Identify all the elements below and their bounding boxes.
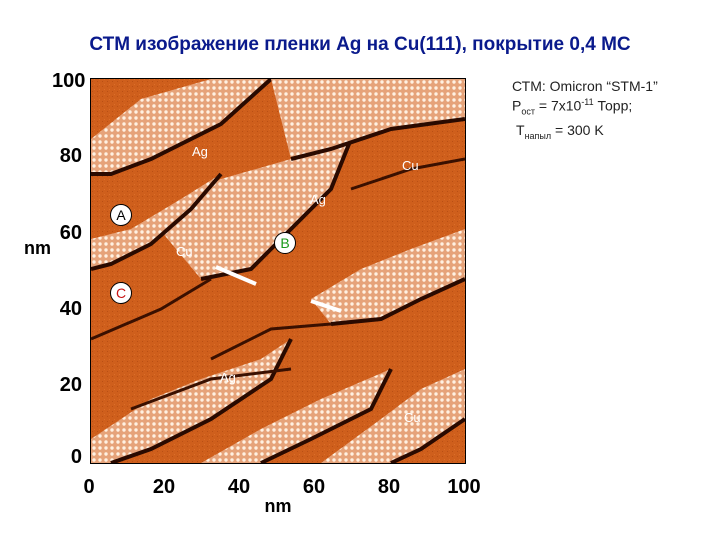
x-tick-label: 0 — [83, 476, 95, 498]
ag-islands — [91, 79, 465, 463]
y-tick-label: 60 — [59, 222, 82, 244]
region-label-cu: Cu — [404, 410, 421, 425]
region-label-ag: Ag — [220, 370, 236, 385]
stm-scan — [91, 79, 465, 463]
marker-b: B — [274, 232, 296, 254]
region-label-ag: Ag — [310, 192, 326, 207]
x-tick-label: 80 — [377, 476, 401, 498]
y-tick-label: 40 — [59, 298, 82, 320]
x-axis-title: nm — [264, 496, 292, 516]
region-label-ag: Ag — [192, 144, 208, 159]
slide-title: СТМ изображение пленки Ag на Cu(111), по… — [89, 34, 631, 55]
x-tick-label: 40 — [227, 476, 251, 498]
info-pressure: Pост = 7x10-11 Торр; — [512, 97, 633, 117]
y-tick-label: 100 — [52, 70, 86, 92]
stm-image — [90, 78, 466, 464]
x-tick-label: 60 — [302, 476, 326, 498]
marker-a: A — [110, 204, 132, 226]
cu-step-edges — [91, 157, 465, 411]
x-tick-label: 20 — [152, 476, 176, 498]
region-label-cu: Cu — [402, 158, 419, 173]
info-temperature: Tнапыл = 300 K — [516, 122, 604, 141]
x-tick-label: 100 — [447, 476, 481, 498]
y-tick-label: 0 — [70, 446, 82, 468]
marker-c: C — [110, 282, 132, 304]
info-instrument: СТМ: Omicron “STM-1” — [512, 78, 658, 94]
y-axis-title: nm — [24, 238, 51, 258]
y-tick-label: 20 — [59, 374, 82, 396]
y-tick-label: 80 — [59, 145, 82, 167]
region-label-cu: Cu — [176, 244, 193, 259]
